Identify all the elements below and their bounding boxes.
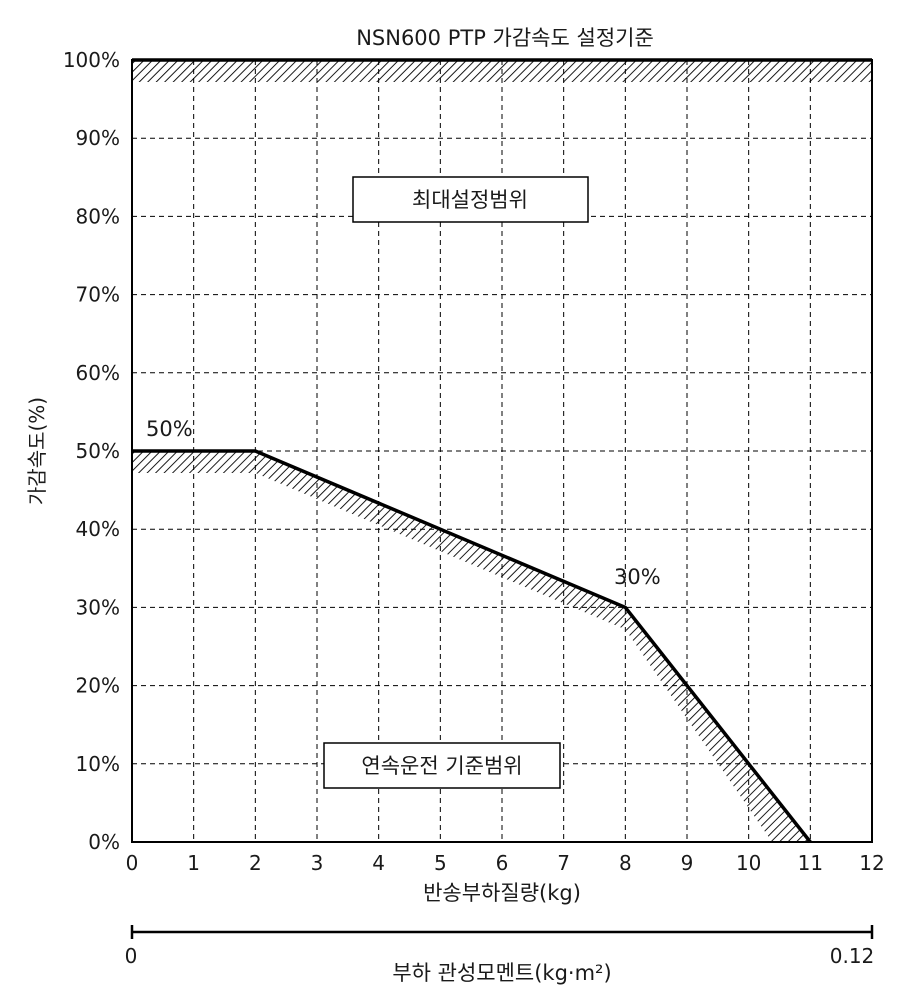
y-tick-label: 10% bbox=[76, 752, 120, 776]
max-range-label: 최대설정범위 bbox=[412, 188, 528, 212]
series-line bbox=[132, 449, 812, 844]
y-tick-label: 0% bbox=[88, 830, 120, 854]
x-tick-label: 0 bbox=[126, 851, 139, 875]
x-tick-label: 1 bbox=[187, 851, 200, 875]
x-tick-label: 4 bbox=[372, 851, 385, 875]
continuous-range-label: 연속운전 기준범위 bbox=[361, 754, 522, 778]
x-tick-label: 2 bbox=[249, 851, 262, 875]
continuous-range-label-box bbox=[323, 742, 561, 789]
x-tick-label: 6 bbox=[496, 851, 509, 875]
x-tick-label: 10 bbox=[736, 851, 761, 875]
x-tick-label: 3 bbox=[311, 851, 324, 875]
secondary-axis-label: 부하 관성모멘트(kg·m²) bbox=[392, 961, 611, 985]
annotation-50: 50% bbox=[146, 417, 193, 441]
max-limit-hatch bbox=[132, 60, 872, 82]
secondary-axis-max: 0.12 bbox=[830, 944, 875, 968]
y-tick-label: 50% bbox=[76, 439, 120, 463]
chart-title: NSN600 PTP 가감속도 설정기준 bbox=[356, 26, 654, 50]
x-tick-label: 5 bbox=[434, 851, 447, 875]
y-tick-label: 80% bbox=[76, 204, 120, 228]
secondary-axis-min: 0 bbox=[125, 944, 138, 968]
y-tick-labels: 0% 10% 20% 30% 40% 50% 60% 70% 80% 90% 100% bbox=[63, 48, 120, 854]
x-axis-label: 반송부하질량(kg) bbox=[423, 881, 581, 905]
x-tick-label: 11 bbox=[798, 851, 823, 875]
x-tick-label: 9 bbox=[681, 851, 694, 875]
y-tick-label: 100% bbox=[63, 48, 120, 72]
max-range-label-box bbox=[352, 176, 589, 223]
hatch-bands bbox=[132, 60, 872, 842]
x-tick-labels: 0 1 2 3 4 5 6 7 8 9 10 11 12 bbox=[126, 851, 885, 875]
y-tick-label: 40% bbox=[76, 517, 120, 541]
annotation-30: 30% bbox=[614, 565, 661, 589]
x-tick-label: 7 bbox=[557, 851, 570, 875]
y-tick-label: 60% bbox=[76, 361, 120, 385]
y-tick-label: 70% bbox=[76, 283, 120, 307]
x-tick-label: 12 bbox=[859, 851, 884, 875]
x-tick-label: 8 bbox=[619, 851, 632, 875]
y-axis-label: 가감속도(%) bbox=[25, 397, 49, 505]
y-tick-label: 30% bbox=[76, 595, 120, 619]
y-tick-label: 20% bbox=[76, 674, 120, 698]
y-tick-label: 90% bbox=[76, 126, 120, 150]
plot-frame bbox=[131, 59, 873, 843]
